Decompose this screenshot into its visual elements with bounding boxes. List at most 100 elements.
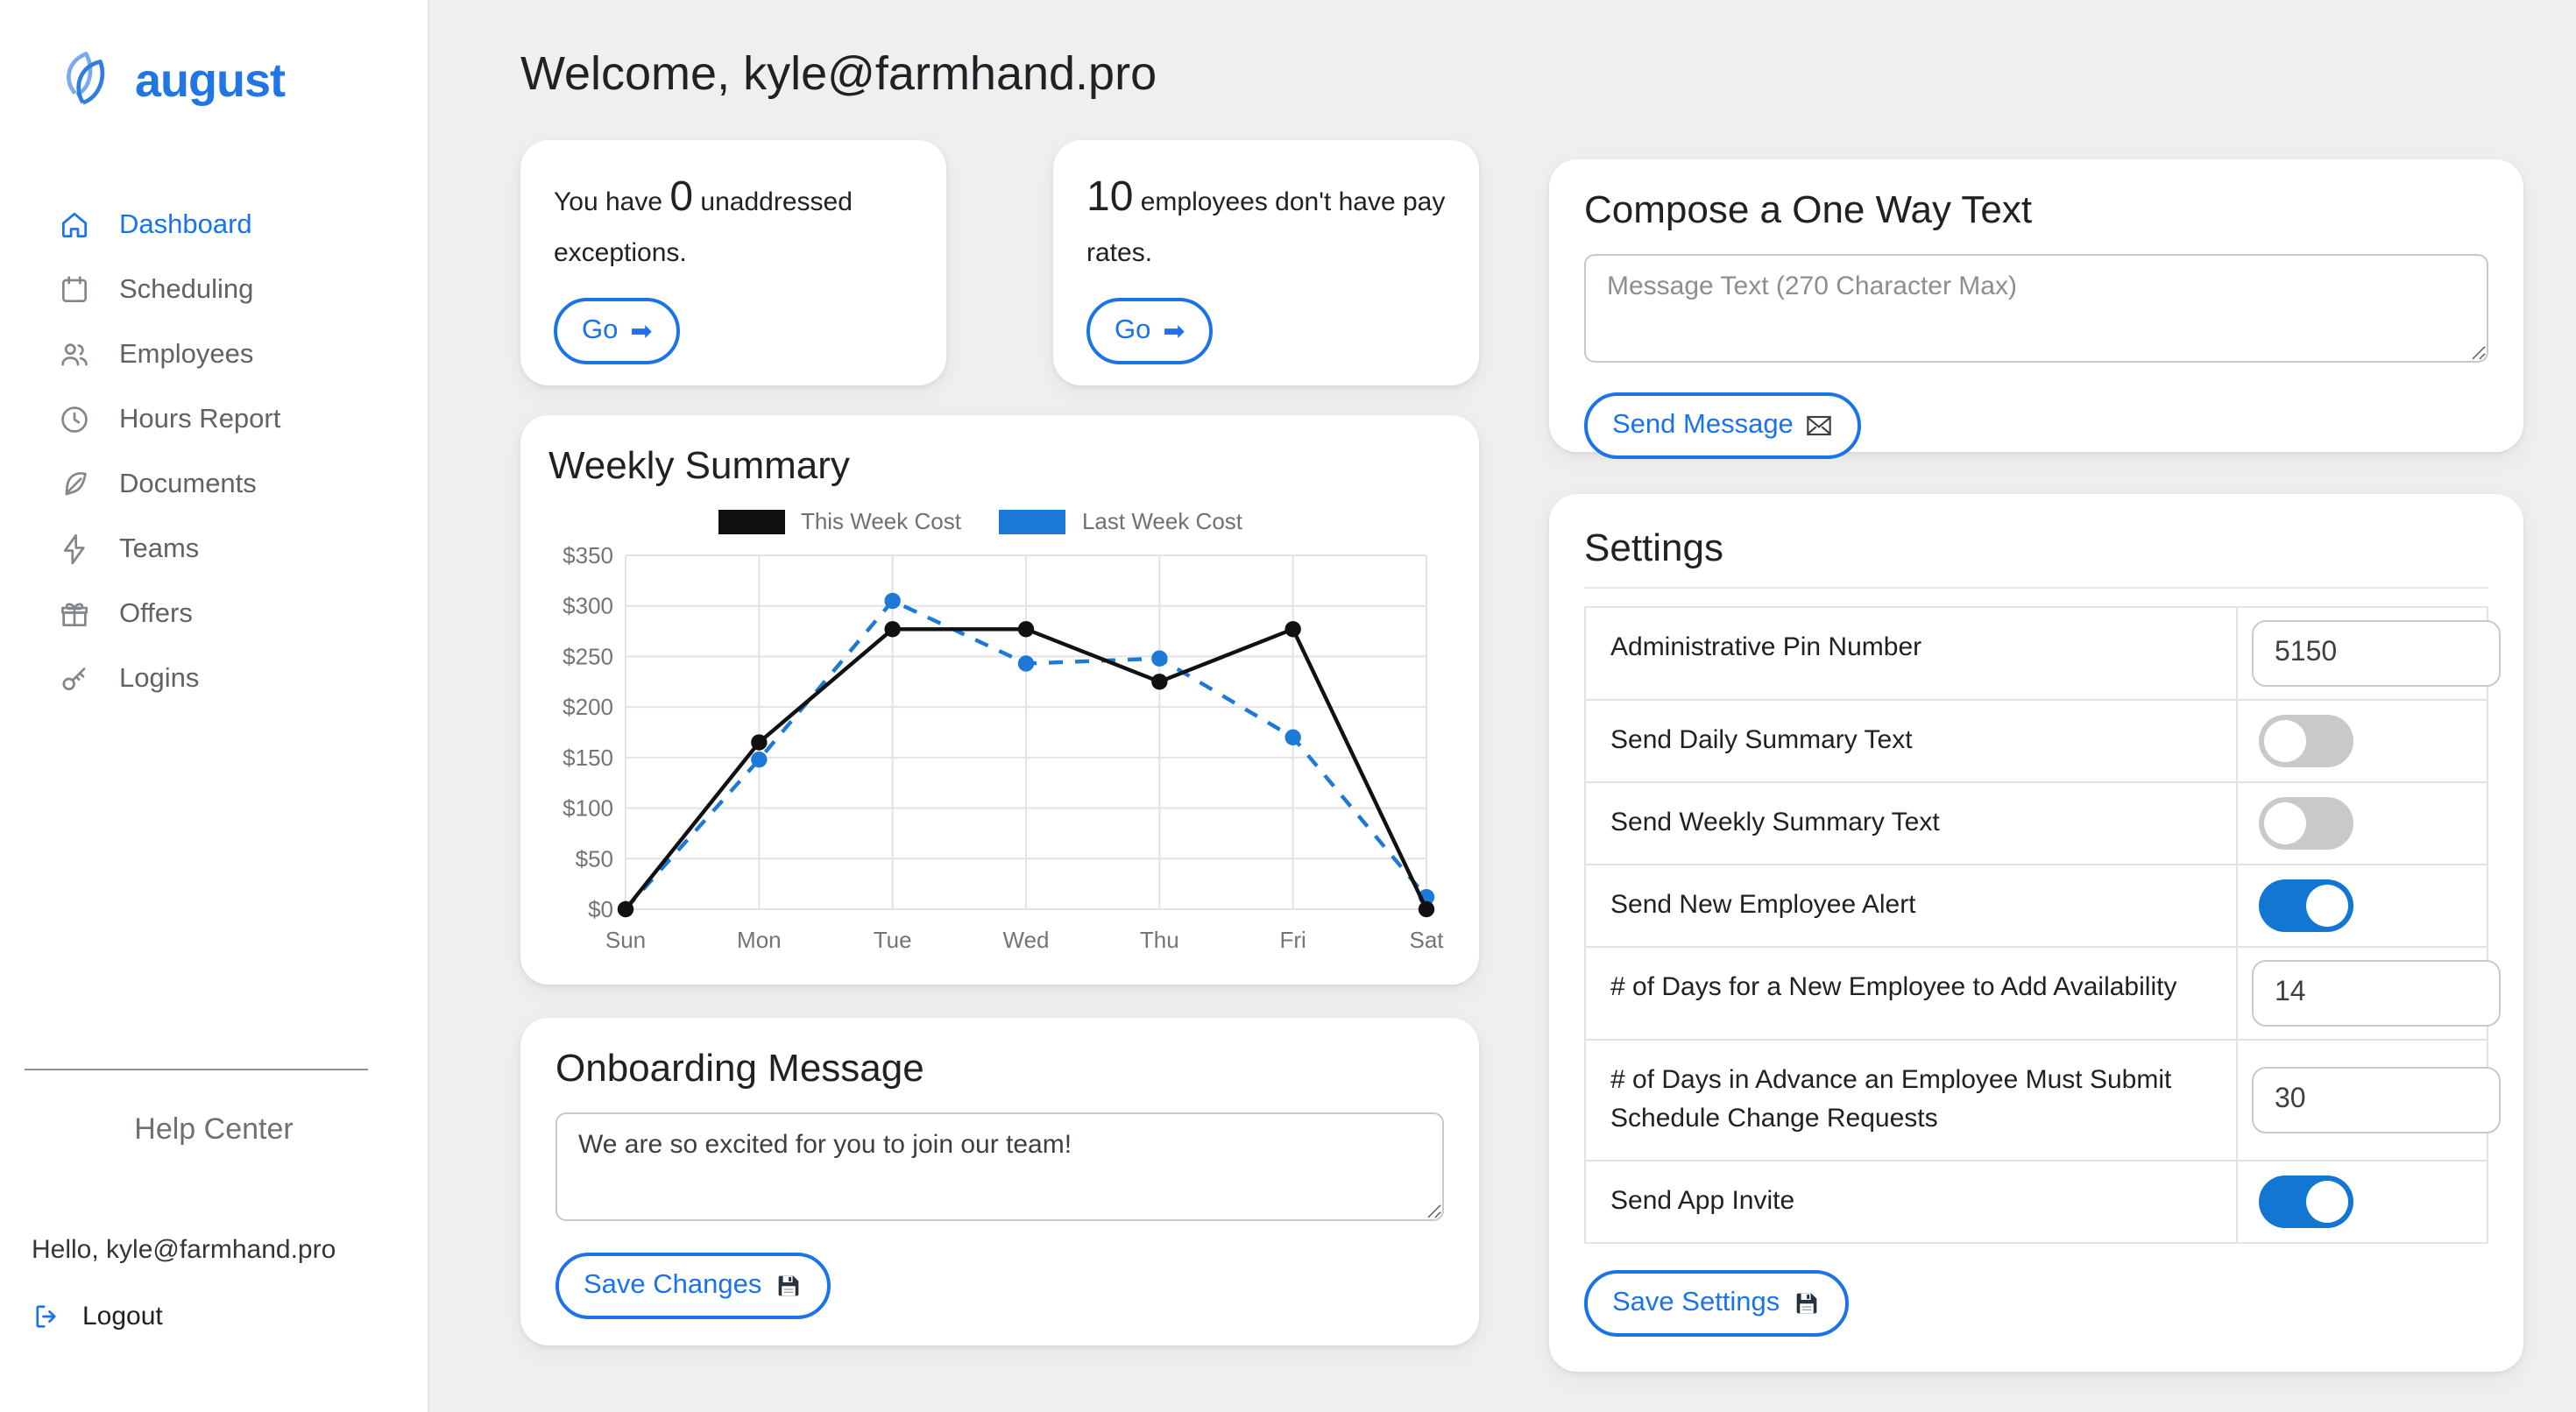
chart-legend: This Week Cost Last Week Cost (548, 508, 1451, 534)
app-logo: august (56, 46, 428, 116)
compose-card: Compose a One Way Text Send Message (1549, 159, 2523, 459)
toggle-switch[interactable] (2259, 1175, 2353, 1228)
svg-text:Tue: Tue (874, 927, 912, 953)
svg-text:Fri: Fri (1280, 927, 1306, 953)
svg-text:Wed: Wed (1003, 927, 1050, 953)
settings-row: # of Days in Advance an Employee Must Su… (1586, 1041, 2501, 1161)
pay-rates-go-button[interactable]: Go ➡ (1086, 298, 1214, 364)
setting-control (2238, 608, 2515, 699)
save-settings-button[interactable]: Save Settings (1584, 1270, 1849, 1337)
sidebar-item-label: Teams (119, 533, 200, 563)
sidebar-item-label: Dashboard (119, 209, 252, 239)
sidebar-item-dashboard[interactable]: Dashboard (0, 193, 428, 258)
settings-table: Administrative Pin NumberSend Daily Summ… (1584, 606, 2501, 1244)
key-icon (62, 667, 86, 691)
sidebar-item-label: Documents (119, 469, 257, 498)
sidebar-item-label: Offers (119, 598, 193, 628)
settings-row: Send Weekly Summary Text (1586, 783, 2487, 865)
setting-control (2238, 948, 2515, 1039)
exceptions-text: You have 0 unaddressed exceptions. (554, 173, 853, 268)
pay-rates-count: 10 (1086, 173, 1134, 221)
setting-label: # of Days in Advance an Employee Must Su… (1586, 1041, 2238, 1160)
sidebar-item-label: Scheduling (119, 274, 254, 304)
floppy-disk-icon (778, 1275, 798, 1296)
help-center-link[interactable]: Help Center (134, 1112, 294, 1146)
svg-text:$200: $200 (563, 694, 613, 720)
sidebar-item-hours-report[interactable]: Hours Report (0, 387, 428, 452)
feather-icon (65, 471, 87, 496)
message-text-textarea[interactable] (1584, 254, 2488, 363)
onboarding-title: Onboarding Message (556, 1046, 924, 1090)
setting-control (2238, 865, 2487, 946)
weekly-summary-chart: $0 $50 $100 $150 $200 $250 $300 $350 Sun Mon Tue We… (548, 538, 1451, 962)
sidebar-item-label: Employees (119, 339, 254, 369)
legend-label: This Week Cost (800, 508, 961, 534)
onboarding-message-textarea[interactable]: We are so excited for you to join our te… (556, 1112, 1444, 1221)
logout-icon (36, 1305, 56, 1328)
toggle-knob (2264, 802, 2306, 844)
weekly-summary-card: Weekly Summary This Week Cost Last Week C… (520, 415, 1479, 985)
toggle-knob (2264, 720, 2306, 762)
setting-label: Send Daily Summary Text (1586, 701, 2238, 781)
toggle-switch[interactable] (2259, 879, 2353, 932)
main-content: Welcome, kyle@farmhand.pro You have 0 un… (429, 0, 2576, 1412)
page-title: Welcome, kyle@farmhand.pro (520, 47, 1157, 100)
svg-text:$250: $250 (563, 643, 613, 669)
pay-rates-text: 10 employees don't have pay rates. (1086, 173, 1446, 268)
setting-label: # of Days for a New Employee to Add Avai… (1586, 948, 2238, 1039)
save-changes-button[interactable]: Save Changes (556, 1253, 831, 1319)
sidebar-divider (25, 1069, 368, 1070)
settings-row: # of Days for a New Employee to Add Avai… (1586, 948, 2501, 1041)
leaf-logo-icon (67, 52, 105, 105)
sidebar-nav: Dashboard Scheduling Employees Hours Report… (0, 193, 428, 711)
sidebar-item-scheduling[interactable]: Scheduling (0, 258, 428, 322)
setting-input[interactable] (2252, 1067, 2501, 1133)
svg-text:$150: $150 (563, 745, 613, 771)
settings-row: Administrative Pin Number (1586, 608, 2501, 701)
weekly-summary-title: Weekly Summary (548, 443, 850, 487)
send-message-button[interactable]: Send Message (1584, 392, 1862, 459)
svg-text:$100: $100 (563, 795, 613, 822)
zap-icon (63, 533, 85, 565)
logout-button[interactable]: Logout (32, 1302, 428, 1331)
svg-text:$350: $350 (563, 542, 613, 568)
setting-input[interactable] (2252, 960, 2501, 1027)
setting-input[interactable] (2252, 620, 2501, 687)
sidebar-footer: Help Center Hello, kyle@farmhand.pro Log… (0, 1069, 428, 1412)
toggle-switch[interactable] (2259, 715, 2353, 767)
calendar-icon (61, 276, 88, 303)
setting-control (2238, 701, 2487, 781)
svg-text:Thu: Thu (1140, 927, 1179, 953)
legend-label: Last Week Cost (1081, 508, 1243, 534)
logout-label: Logout (82, 1302, 163, 1331)
settings-card: Settings Administrative Pin NumberSend D… (1549, 494, 2523, 1372)
legend-swatch (999, 509, 1066, 533)
toggle-switch[interactable] (2259, 797, 2353, 850)
pay-rates-card: 10 employees don't have pay rates. Go ➡ (1053, 140, 1479, 385)
svg-text:Sat: Sat (1409, 927, 1444, 953)
svg-text:$50: $50 (576, 845, 613, 872)
clock-icon (61, 406, 88, 433)
svg-text:$0: $0 (588, 896, 613, 922)
envelope-icon (1808, 415, 1832, 436)
settings-row: Send App Invite (1586, 1161, 2487, 1242)
sidebar-item-documents[interactable]: Documents (0, 452, 428, 517)
setting-label: Send New Employee Alert (1586, 865, 2238, 946)
users-icon (61, 343, 88, 366)
svg-text:$300: $300 (563, 593, 613, 619)
sidebar-item-label: Logins (119, 663, 200, 693)
setting-control (2238, 783, 2487, 864)
sidebar-item-teams[interactable]: Teams (0, 517, 428, 582)
exceptions-go-button[interactable]: Go ➡ (554, 298, 681, 364)
floppy-disk-icon (1795, 1293, 1816, 1314)
svg-text:Mon: Mon (737, 927, 782, 953)
sidebar-item-label: Hours Report (119, 404, 281, 434)
sidebar-item-employees[interactable]: Employees (0, 322, 428, 387)
setting-control (2238, 1161, 2487, 1242)
sidebar-item-logins[interactable]: Logins (0, 646, 428, 711)
compose-title: Compose a One Way Text (1584, 187, 2033, 231)
settings-divider (1584, 587, 2488, 589)
sidebar-item-offers[interactable]: Offers (0, 582, 428, 646)
settings-row: Send Daily Summary Text (1586, 701, 2487, 783)
arrow-right-icon: ➡ (630, 316, 653, 346)
